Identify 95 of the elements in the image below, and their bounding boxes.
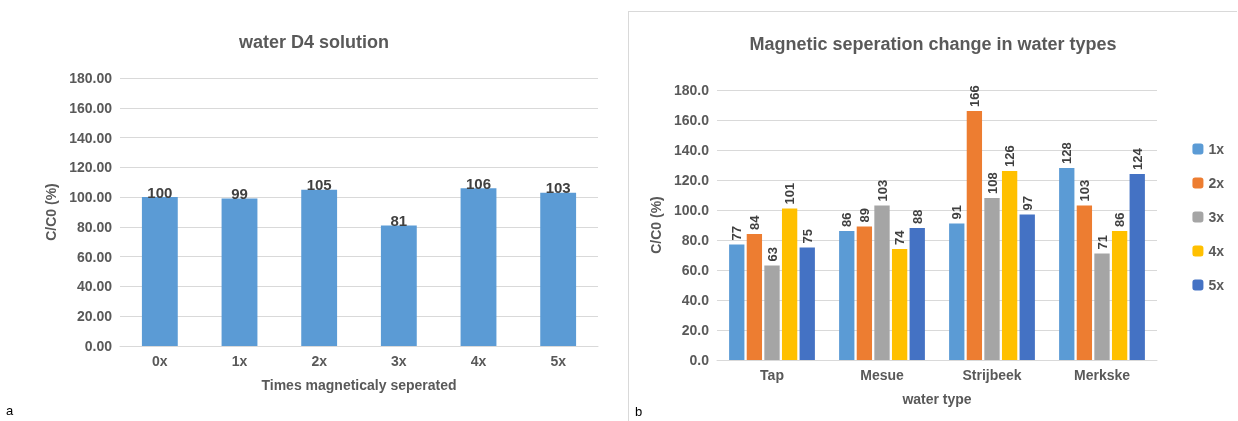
bar [856, 226, 873, 360]
bar [1001, 171, 1018, 360]
bar [141, 197, 178, 346]
x-axis-title: Times magneticaly seperated [261, 377, 457, 393]
bar [1076, 205, 1093, 360]
y-tick-label: 160.0 [673, 112, 710, 128]
data-label: 75 [799, 229, 815, 244]
y-tick-label: 180.0 [673, 82, 710, 98]
data-label: 103 [545, 179, 571, 197]
bar [540, 192, 577, 346]
bar [1094, 253, 1110, 360]
y-tick-label: 20.00 [76, 308, 113, 325]
x-tick-label: 4x [470, 353, 487, 369]
data-label: 108 [984, 172, 1000, 194]
data-label: 63 [764, 247, 780, 262]
bar [949, 223, 965, 360]
data-label: 74 [892, 229, 908, 245]
y-tick-label: 0.00 [84, 338, 113, 354]
bar [1059, 168, 1075, 360]
x-tick-label: 5x [550, 353, 567, 369]
data-label: 77 [729, 226, 745, 241]
x-tick-label: Tap [760, 367, 784, 383]
y-tick-label: 0.0 [689, 352, 710, 368]
legend-label: 3x [1208, 209, 1225, 225]
bar [301, 189, 338, 346]
data-label: 97 [1019, 196, 1035, 211]
y-tick-label: 80.00 [76, 218, 113, 235]
bar [1129, 174, 1145, 360]
bar [891, 249, 908, 360]
bar [909, 228, 925, 360]
data-label: 100 [147, 183, 173, 201]
y-tick-label: 60.00 [76, 248, 113, 265]
text: a [6, 403, 14, 418]
data-label: 101 [782, 182, 798, 205]
y-tick-label: 60.0 [681, 262, 710, 278]
data-label: 99 [231, 185, 248, 203]
chart-title: Magnetic seperation change in water types [749, 34, 1117, 54]
data-label: 126 [1002, 145, 1018, 167]
y-tick-label: 40.0 [681, 292, 710, 308]
data-label: 91 [949, 205, 965, 220]
bar [799, 247, 815, 360]
y-tick-label: 100.00 [69, 189, 113, 206]
x-tick-label: 0x [152, 353, 168, 369]
y-tick-label: 100.0 [673, 202, 710, 218]
data-label: 105 [306, 176, 332, 194]
y-tick-label: 120.00 [69, 159, 113, 176]
data-label: 88 [909, 209, 925, 224]
x-tick-label: Strijbeek [962, 367, 1022, 383]
y-tick-label: 180.00 [69, 70, 113, 86]
y-tick-label: 80.0 [681, 232, 710, 248]
bar [729, 244, 745, 360]
bar [781, 208, 798, 360]
bar [874, 205, 890, 360]
bar [460, 188, 497, 346]
bar [984, 198, 1000, 360]
y-tick-label: 160.00 [69, 99, 113, 116]
x-tick-label: Merkske [1073, 367, 1131, 383]
bar [966, 111, 983, 360]
data-label: 103 [874, 179, 890, 202]
y-tick-label: 40.00 [76, 278, 113, 295]
x-tick-label: 1x [231, 353, 248, 369]
y-axis-title: C/C0 (%) [648, 196, 665, 254]
y-axis-title: C/C0 (%) [43, 183, 60, 241]
data-label: 84 [746, 214, 762, 230]
y-tick-label: 20.0 [681, 322, 710, 338]
bar [839, 231, 855, 360]
bar [746, 234, 763, 360]
text: b [635, 404, 643, 419]
bar [380, 225, 417, 346]
x-tick-label: 3x [391, 353, 407, 369]
bar [764, 265, 780, 360]
data-label: 106 [465, 174, 492, 192]
bar [1019, 214, 1035, 360]
data-label: 124 [1129, 147, 1145, 170]
y-tick-label: 120.0 [673, 172, 710, 188]
data-label: 166 [966, 85, 982, 107]
legend-label: 5x [1208, 277, 1225, 293]
bar [221, 198, 258, 346]
y-tick-label: 140.0 [673, 142, 710, 158]
data-label: 86 [839, 212, 855, 227]
legend-label: 4x [1208, 243, 1225, 259]
data-label: 128 [1059, 142, 1075, 164]
x-tick-label: 2x [311, 353, 328, 369]
data-label: 81 [390, 211, 408, 229]
y-tick-label: 140.00 [69, 129, 113, 146]
x-axis-title: water type [901, 391, 972, 407]
chart-title: water D4 solution [237, 32, 390, 52]
data-label: 86 [1112, 212, 1128, 227]
legend-label: 2x [1208, 175, 1225, 191]
bar [1111, 231, 1128, 360]
data-label: 89 [856, 208, 872, 223]
data-label: 103 [1076, 179, 1092, 202]
data-label: 71 [1094, 235, 1110, 250]
x-tick-label: Mesue [860, 367, 904, 383]
legend-label: 1x [1208, 141, 1225, 157]
